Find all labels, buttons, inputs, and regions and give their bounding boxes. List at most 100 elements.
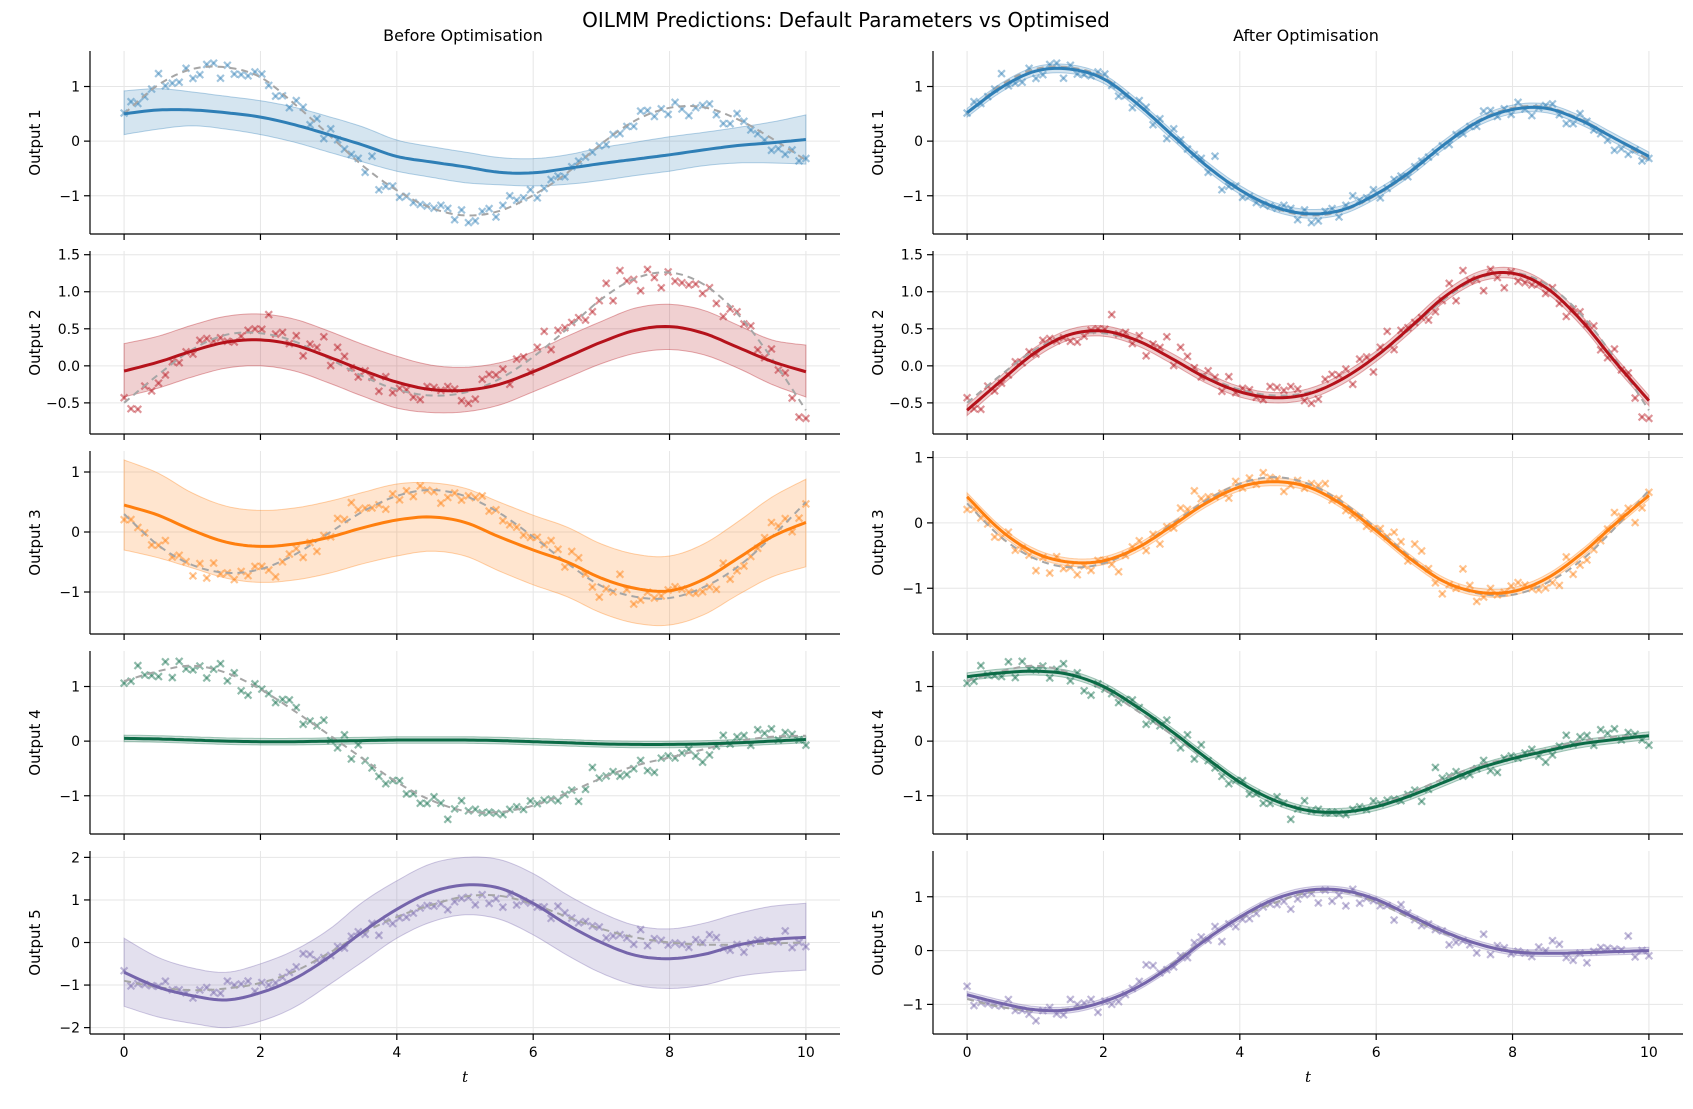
truth-curve	[123, 65, 807, 217]
observation-marker	[126, 97, 136, 106]
observation-marker	[1190, 486, 1199, 496]
observation-marker	[533, 799, 542, 808]
observation-marker	[1190, 754, 1199, 764]
observation-marker	[1086, 690, 1096, 700]
observation-marker	[553, 902, 563, 911]
observation-marker	[1114, 567, 1123, 576]
observation-marker	[305, 950, 315, 959]
observation-marker	[1506, 110, 1516, 119]
observation-marker	[691, 751, 700, 761]
observation-marker	[402, 913, 411, 922]
observation-marker	[264, 980, 273, 990]
observation-marker	[236, 332, 246, 341]
observation-marker	[698, 758, 707, 767]
observation-marker	[1431, 307, 1440, 316]
observation-marker	[264, 310, 273, 319]
observation-marker	[1210, 152, 1220, 161]
truth-curve	[123, 894, 806, 992]
observation-marker	[257, 978, 267, 987]
observation-marker	[429, 792, 439, 801]
observation-marker	[216, 659, 225, 668]
observation-marker	[712, 585, 721, 594]
mean-curve	[966, 271, 1651, 412]
x-tick-label: 0	[963, 1045, 972, 1061]
y-tick-label: 1.0	[901, 285, 923, 301]
observation-marker	[388, 919, 397, 928]
observation-marker	[278, 973, 287, 982]
observation-marker	[698, 587, 707, 596]
observation-marker	[1169, 361, 1178, 370]
observation-marker	[1086, 995, 1096, 1004]
y-tick-label: −1	[902, 581, 923, 597]
observation-marker	[705, 99, 714, 109]
observation-marker	[1644, 488, 1654, 497]
figure-title: OILMM Predictions: Default Parameters vs…	[582, 8, 1110, 32]
observation-marker	[732, 732, 742, 742]
observation-marker	[312, 343, 322, 352]
observation-marker	[1513, 578, 1523, 587]
observation-marker	[746, 321, 755, 331]
observation-marker	[553, 545, 563, 554]
observation-marker	[1383, 327, 1392, 336]
observation-marker	[484, 370, 494, 379]
observation-marker	[1217, 937, 1227, 946]
mean-curve	[966, 480, 1650, 595]
observation-marker	[1286, 904, 1295, 914]
observation-marker	[608, 296, 618, 305]
observation-marker	[1534, 942, 1543, 952]
subplot-output2-after: −0.5 0.0 0.5 1.0 1.5 Output 2	[869, 248, 1683, 440]
observation-marker	[567, 318, 576, 327]
subplot-output4-before: −1 0 1 Output 4	[26, 651, 840, 840]
observation-marker	[223, 976, 232, 986]
observation-marker	[1637, 156, 1647, 166]
observation-marker	[567, 547, 576, 556]
observation-marker	[1486, 766, 1495, 775]
observation-marker	[257, 325, 267, 334]
observation-marker	[161, 657, 170, 666]
observation-marker	[1424, 315, 1433, 325]
observation-marker	[712, 933, 721, 942]
observation-marker	[1176, 343, 1185, 352]
y-tick-label: 1.5	[901, 248, 923, 264]
observation-marker	[381, 505, 390, 514]
observation-marker	[1018, 78, 1027, 87]
observation-marker	[1410, 539, 1419, 549]
y-tick-label: −1	[59, 189, 80, 205]
observation-marker	[767, 146, 776, 155]
x-tick-label: 2	[1099, 1045, 1108, 1061]
observation-marker	[1458, 564, 1468, 574]
observation-marker	[436, 799, 446, 808]
observation-marker	[416, 395, 425, 404]
observation-marker	[636, 925, 645, 934]
observation-marker	[1066, 995, 1075, 1004]
x-tick-label: 8	[665, 1045, 674, 1061]
observation-marker	[298, 949, 308, 958]
observation-marker	[1128, 103, 1137, 112]
observation-marker	[285, 695, 294, 705]
observation-marker	[443, 493, 452, 502]
observation-marker	[271, 698, 280, 707]
truth-curve	[966, 664, 1649, 814]
observation-marker	[243, 71, 253, 81]
y-tick-label: −1	[902, 997, 923, 1013]
observation-marker	[340, 730, 349, 740]
observation-marker	[691, 935, 700, 944]
observation-marker	[1059, 74, 1068, 83]
observation-marker	[643, 766, 652, 775]
observation-marker	[133, 405, 143, 414]
observation-marker	[250, 324, 260, 334]
observation-marker	[787, 393, 797, 403]
y-tick-label: 0	[71, 936, 80, 952]
observation-marker	[781, 150, 790, 159]
observation-marker	[298, 351, 308, 360]
observation-marker	[781, 368, 790, 378]
observation-marker	[250, 562, 260, 571]
y-tick-label: 1	[914, 80, 923, 96]
observation-marker	[1555, 581, 1564, 590]
observation-marker	[1624, 728, 1633, 737]
observation-marker	[1451, 296, 1461, 305]
observation-marker	[243, 690, 253, 700]
observation-marker	[1183, 505, 1192, 514]
observation-marker	[705, 750, 714, 760]
observation-marker	[1362, 352, 1371, 362]
